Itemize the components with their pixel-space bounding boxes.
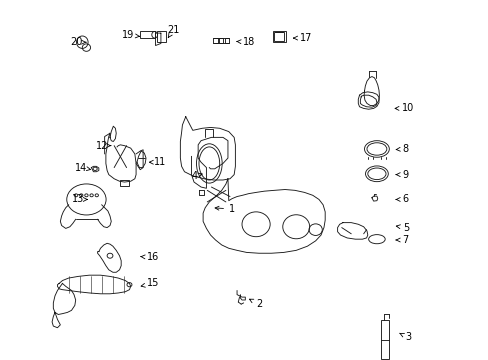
Bar <box>224 39 228 44</box>
Text: 13: 13 <box>72 194 87 204</box>
Text: 17: 17 <box>293 33 311 43</box>
Text: 16: 16 <box>141 252 159 262</box>
Text: 10: 10 <box>394 103 413 113</box>
Text: 15: 15 <box>141 278 159 288</box>
Text: 4: 4 <box>191 171 202 181</box>
Text: 9: 9 <box>395 170 407 180</box>
Bar <box>157 31 165 42</box>
Text: 12: 12 <box>95 141 111 150</box>
Text: 6: 6 <box>395 194 407 204</box>
Text: 20: 20 <box>71 37 86 47</box>
Text: 1: 1 <box>215 204 235 214</box>
Text: 14: 14 <box>75 163 90 172</box>
Text: 2: 2 <box>249 299 262 309</box>
Bar <box>119 180 128 186</box>
Text: 21: 21 <box>167 25 179 38</box>
Text: 18: 18 <box>236 37 254 47</box>
Text: 3: 3 <box>399 332 410 342</box>
Bar <box>140 31 154 38</box>
Bar <box>380 320 388 359</box>
Text: 5: 5 <box>395 222 408 233</box>
Bar <box>213 39 217 44</box>
Text: 19: 19 <box>122 30 140 40</box>
Bar <box>272 31 285 42</box>
Text: 7: 7 <box>395 235 407 245</box>
Bar <box>274 32 284 41</box>
Text: 11: 11 <box>149 157 165 167</box>
Bar <box>219 39 223 44</box>
Text: 8: 8 <box>395 144 407 154</box>
